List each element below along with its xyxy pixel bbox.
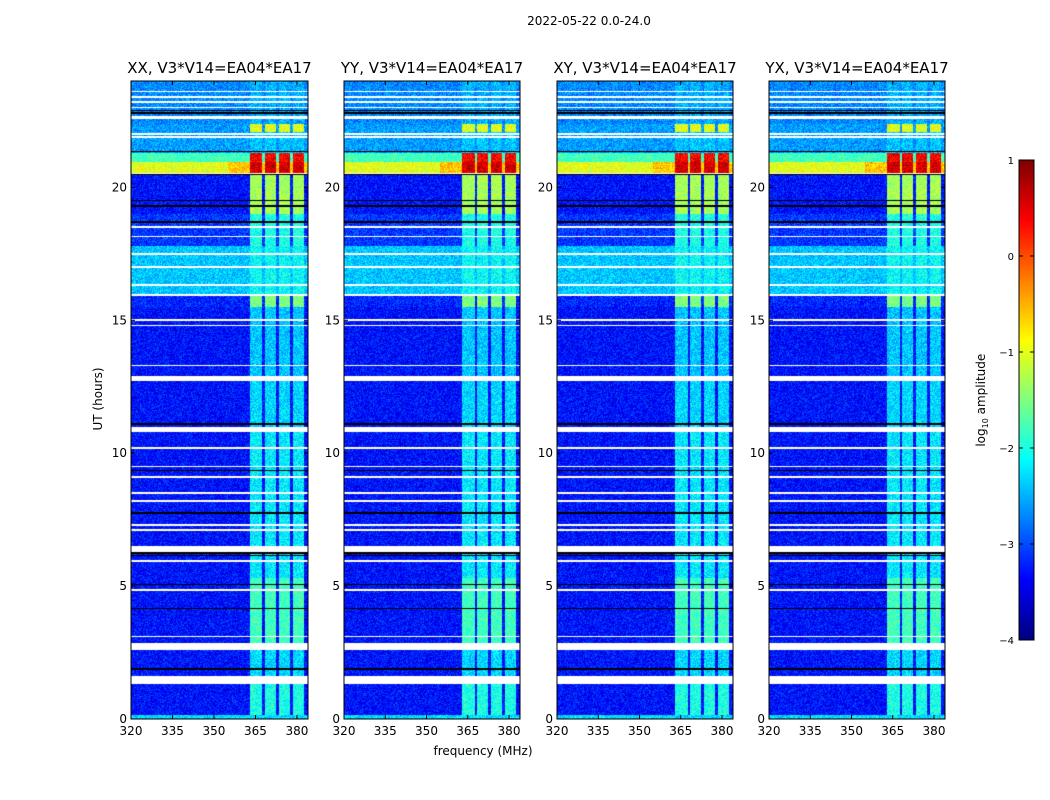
x-tick-label: 365 [244,724,267,738]
y-tick-label: 5 [119,579,127,593]
y-tick-label: 5 [545,579,553,593]
colorbar-label-log: log [973,428,988,447]
x-tick-label: 335 [587,724,610,738]
y-tick-label: 5 [332,579,340,593]
axes-frame [130,80,309,720]
panel-title-xy: XY, V3*V14=EA04*EA17 [553,59,737,77]
y-tick-label: 20 [112,180,127,194]
panel-title-xx: XX, V3*V14=EA04*EA17 [127,59,312,77]
x-tick-label: 380 [711,724,734,738]
y-tick-label: 0 [757,712,765,726]
x-tick-label: 320 [333,724,356,738]
axes-frame [768,80,946,720]
colorbar-tick-label: −3 [999,540,1014,551]
x-tick-label: 365 [881,724,904,738]
axes-frame [556,80,734,720]
x-tick-label: 350 [203,724,226,738]
x-tick-label: 335 [374,724,397,738]
y-tick-label: 20 [325,180,340,194]
x-tick-label: 365 [669,724,692,738]
x-tick-label: 320 [758,724,781,738]
colorbar-label-sub: 10 [981,418,991,429]
y-tick-label: 5 [757,579,765,593]
x-tick-label: 365 [456,724,479,738]
y-tick-label: 10 [112,446,127,460]
y-tick-label: 15 [325,313,340,327]
x-tick-label: 320 [120,724,143,738]
x-tick-label: 380 [923,724,946,738]
x-tick-label: 350 [840,724,863,738]
y-tick-label: 0 [119,712,127,726]
y-tick-label: 15 [112,313,127,327]
x-tick-label: 350 [415,724,438,738]
y-tick-label: 0 [545,712,553,726]
colorbar [1019,160,1034,640]
colorbar-label: log10 amplitude [974,340,990,460]
colorbar-label-suffix: amplitude [973,353,988,419]
y-tick-label: 20 [538,180,553,194]
y-axis-label: UT (hours) [91,367,105,431]
colorbar-frame [1018,159,1035,641]
colorbar-tick-label: −2 [999,444,1014,455]
y-tick-label: 10 [538,446,553,460]
colorbar-tick-label: 1 [1008,156,1014,167]
y-tick-label: 10 [750,446,765,460]
y-tick-label: 0 [332,712,340,726]
heatmap-xy [557,81,733,719]
colorbar-tick-label: −4 [999,636,1014,647]
axes-frame [343,80,521,720]
y-tick-label: 15 [750,313,765,327]
figure-title: 2022-05-22 0.0-24.0 [527,14,651,28]
y-tick-label: 15 [538,313,553,327]
x-tick-label: 350 [628,724,651,738]
x-tick-label: 335 [799,724,822,738]
y-tick-label: 10 [325,446,340,460]
x-axis-label: frequency (MHz) [433,744,533,758]
heatmap-yx [769,81,945,719]
colorbar-tick-label: −1 [999,348,1014,359]
x-tick-label: 335 [161,724,184,738]
heatmap-xx [131,81,308,719]
x-tick-label: 380 [498,724,521,738]
y-tick-label: 20 [750,180,765,194]
heatmap-yy [344,81,520,719]
x-tick-label: 380 [285,724,308,738]
x-tick-label: 320 [546,724,569,738]
panel-title-yy: YY, V3*V14=EA04*EA17 [340,59,524,77]
colorbar-tick-label: 0 [1008,252,1014,263]
panel-title-yx: YX, V3*V14=EA04*EA17 [765,59,949,77]
